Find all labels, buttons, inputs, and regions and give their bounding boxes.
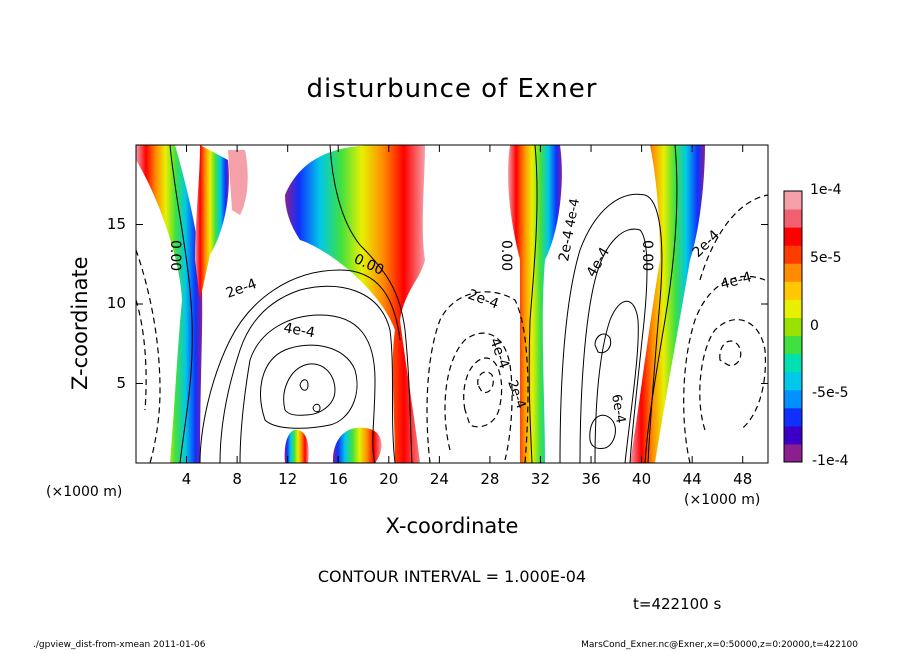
y-tick-marks bbox=[136, 224, 768, 384]
x-tick-label: 28 bbox=[480, 470, 500, 488]
colorbar-swatch bbox=[784, 317, 802, 337]
footer-file-info: MarsCond_Exner.nc@Exner,x=0:50000,z=0:20… bbox=[581, 640, 858, 650]
y-axis-unit: (×1000 m) bbox=[46, 484, 123, 500]
contour-line-7 bbox=[199, 269, 401, 463]
dashed-contour-4 bbox=[477, 371, 494, 394]
contour-line-12 bbox=[594, 333, 612, 354]
contour-line-3 bbox=[260, 344, 358, 429]
contour-label-7: 2e-4 bbox=[466, 287, 501, 313]
colorbar-swatch bbox=[784, 425, 802, 445]
contour-label-1: 0.00 bbox=[167, 240, 183, 271]
dashed-contour-6 bbox=[699, 319, 767, 431]
color-band-7 bbox=[332, 427, 382, 463]
x-tick-label: 8 bbox=[232, 470, 242, 488]
contour-label-8: 4e-4 bbox=[486, 336, 512, 371]
colorbar-swatch bbox=[784, 281, 802, 300]
contour-label-4: 0.00 bbox=[639, 240, 655, 271]
contour-line-14 bbox=[329, 145, 413, 463]
x-tick-label: 4 bbox=[181, 470, 192, 488]
x-tick-label: 44 bbox=[682, 470, 702, 488]
x-tick-marks bbox=[186, 145, 744, 463]
colorbar-swatch bbox=[784, 335, 802, 355]
colorbar-swatch bbox=[784, 245, 802, 264]
x-tick-label: 20 bbox=[379, 470, 399, 488]
contour-line-4 bbox=[283, 363, 336, 416]
colorbar-tick-label: 1e-4 bbox=[810, 182, 842, 198]
contour-line-6 bbox=[312, 403, 321, 413]
x-tick-label: 24 bbox=[429, 470, 449, 488]
y-tick-label: 10 bbox=[106, 294, 126, 312]
dashed-contour-2 bbox=[444, 332, 513, 461]
colorbar-swatch bbox=[784, 263, 802, 282]
contour-label-10: 4e-4 bbox=[584, 245, 614, 280]
y-tick-label: 15 bbox=[106, 214, 126, 233]
x-axis-label: X-coordinate bbox=[385, 514, 519, 538]
contour-label-12: 4e-4 bbox=[719, 269, 754, 293]
color-band-1 bbox=[136, 145, 203, 463]
colorbar-tick-label: -5e-5 bbox=[812, 385, 849, 402]
x-tick-label: 40 bbox=[632, 470, 652, 488]
contour-line-2 bbox=[239, 314, 376, 463]
colorbar-swatch bbox=[784, 407, 802, 427]
x-tick-label: 48 bbox=[733, 470, 753, 488]
contour-line-5 bbox=[299, 379, 309, 391]
contour-label-6: 4e-4 bbox=[282, 320, 316, 341]
x-tick-label: 16 bbox=[328, 470, 348, 488]
footer-script-info: ./gpview_dist-from-xmean 2011-01-06 bbox=[33, 640, 206, 650]
color-band-4 bbox=[508, 145, 562, 463]
dashed-contour-5 bbox=[683, 275, 766, 463]
contour-label-3: 0.00 bbox=[498, 240, 514, 271]
colorbar-tick-label: -1e-4 bbox=[812, 453, 849, 469]
contour-line-16 bbox=[644, 145, 678, 463]
dashed-contour-8 bbox=[699, 194, 768, 281]
colorbar-swatch bbox=[784, 191, 802, 210]
contour-label-15: 6e-4 bbox=[608, 393, 628, 424]
time-stamp: t=422100 s bbox=[633, 595, 722, 613]
colorbar-tick-label: 0 bbox=[810, 317, 819, 334]
y-tick-label: 5 bbox=[116, 373, 126, 392]
colorbar-swatch bbox=[784, 227, 802, 246]
contour-line-1 bbox=[219, 285, 396, 463]
color-band-2 bbox=[195, 145, 229, 300]
colorbar-swatch bbox=[784, 389, 802, 409]
contour-line-9 bbox=[579, 228, 648, 463]
colorbar-tick-label: 5e-5 bbox=[810, 249, 842, 266]
x-axis-unit: (×1000 m) bbox=[684, 492, 761, 508]
colorbar-swatch bbox=[784, 371, 802, 391]
colorbar bbox=[784, 191, 802, 463]
colorbar-swatch bbox=[784, 299, 802, 318]
colorbar-swatch bbox=[784, 353, 802, 373]
colorbar-frame bbox=[783, 190, 803, 463]
dashed-contour-1 bbox=[426, 291, 529, 463]
colorbar-swatch bbox=[784, 443, 802, 463]
color-band-8 bbox=[228, 150, 248, 215]
color-fill-layer bbox=[136, 145, 768, 463]
dashed-contour-9 bbox=[136, 249, 161, 463]
contour-line-8 bbox=[559, 193, 663, 463]
chart-title: disturbunce of Exner bbox=[306, 74, 598, 104]
contour-line-10 bbox=[594, 300, 639, 463]
contour-label-9: 2e-4 bbox=[556, 229, 577, 263]
x-tick-label: 32 bbox=[530, 470, 551, 488]
dashed-contour-10 bbox=[136, 299, 147, 411]
colorbar-swatch bbox=[784, 209, 802, 228]
dashed-contour-7 bbox=[719, 340, 742, 367]
contour-line-15 bbox=[528, 145, 538, 463]
contour-line-11 bbox=[589, 414, 616, 449]
color-band-6 bbox=[284, 429, 309, 463]
dashed-contour-3 bbox=[463, 357, 503, 428]
x-tick-label: 12 bbox=[278, 470, 298, 488]
contour-interval-text: CONTOUR INTERVAL = 1.000E-04 bbox=[317, 567, 587, 586]
contour-line-13 bbox=[169, 145, 193, 463]
color-band-3 bbox=[285, 145, 425, 463]
contour-label-14: 4e-4 bbox=[563, 197, 583, 228]
y-axis-label: Z-coordinate bbox=[68, 256, 92, 390]
x-tick-label: 36 bbox=[581, 470, 601, 488]
contour-label-5: 2e-4 bbox=[224, 276, 259, 302]
